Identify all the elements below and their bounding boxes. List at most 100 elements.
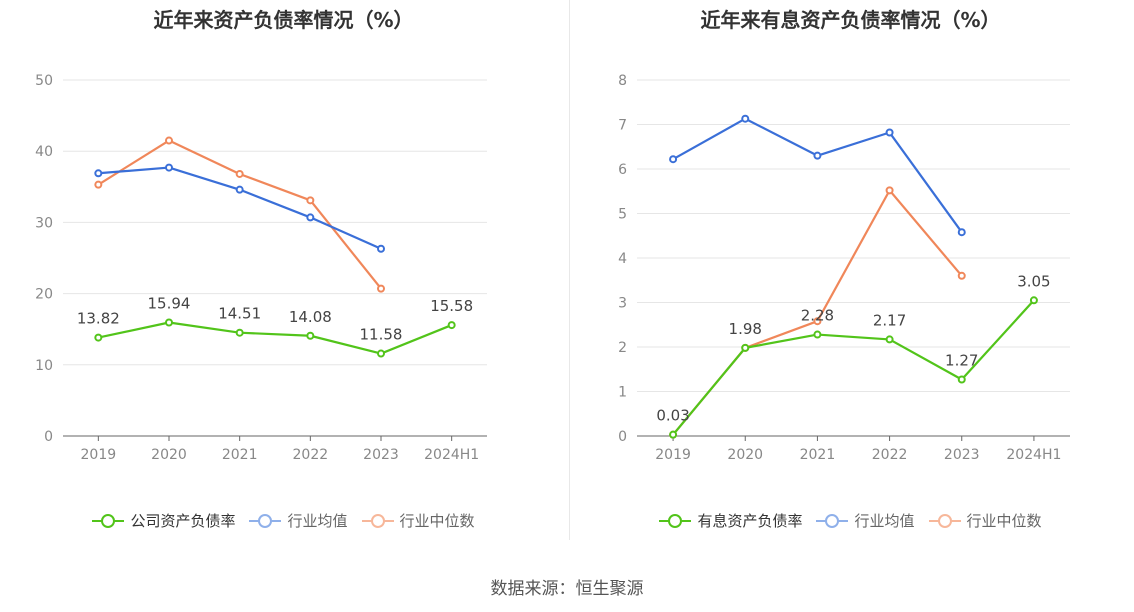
legend-label: 有息资产负债率 — [697, 512, 803, 530]
data-label: 0.03 — [656, 407, 689, 425]
chart-title: 近年来资产负债率情况（%） — [153, 8, 414, 32]
data-source-note: 数据来源：恒生聚源 — [490, 579, 644, 599]
y-tick-label: 6 — [618, 162, 627, 178]
data-point-company — [1029, 296, 1038, 305]
data-label: 2.17 — [873, 311, 906, 329]
legend-marker-icon — [361, 513, 394, 528]
data-point-median — [813, 317, 822, 326]
data-label: 15.58 — [430, 297, 473, 315]
legend-item-industry-average[interactable]: 行业均值 — [816, 510, 915, 531]
y-tick-label: 0 — [44, 429, 53, 445]
debt-ratio-chart: 0 10 20 30 40 50 2019 2020 2021 2022 2023 2024H1 13.… — [35, 73, 487, 463]
data-label: 11.58 — [360, 326, 403, 344]
data-point-avg — [669, 155, 678, 164]
legend-label: 行业中位数 — [399, 512, 475, 530]
data-point-company — [94, 333, 103, 342]
legend-item-company[interactable]: 公司资产负债率 — [92, 510, 235, 531]
data-point-avg — [885, 128, 894, 137]
data-point-avg — [377, 244, 385, 253]
series-line-median — [97, 139, 382, 290]
legend-item-industry-median[interactable]: 行业中位数 — [928, 510, 1042, 531]
y-tick-label: 30 — [35, 215, 53, 231]
y-tick-label: 5 — [618, 207, 627, 223]
x-tick-label: 2020 — [727, 447, 763, 463]
x-tick-label: 2024H1 — [424, 447, 479, 463]
legend-marker-icon — [249, 513, 282, 528]
data-label: 2.28 — [801, 307, 834, 325]
y-tick-label: 10 — [35, 358, 53, 374]
data-label: 3.05 — [1017, 272, 1050, 290]
x-tick-label: 2020 — [151, 447, 187, 463]
data-point-median — [885, 186, 894, 195]
x-tick-label: 2021 — [222, 447, 258, 463]
legend-marker-icon — [659, 513, 692, 528]
x-tick-label: 2024H1 — [1006, 447, 1061, 463]
y-tick-label: 20 — [35, 287, 53, 303]
legend-item-industry-median[interactable]: 行业中位数 — [361, 510, 475, 531]
data-point-median — [165, 136, 173, 145]
data-point-median — [94, 180, 103, 189]
legend-label: 行业均值 — [287, 512, 348, 530]
data-point-median — [957, 271, 966, 280]
data-point-avg — [957, 228, 966, 237]
x-tick-label: 2022 — [872, 447, 908, 463]
legend-marker-icon — [816, 513, 849, 528]
data-label: 15.94 — [148, 295, 191, 313]
chart-title: 近年来有息资产负债率情况（%） — [700, 8, 1001, 32]
data-point-median — [235, 169, 244, 178]
y-tick-label: 1 — [618, 385, 627, 401]
y-tick-label: 0 — [618, 429, 627, 445]
data-label: 1.27 — [945, 351, 978, 369]
y-tick-label: 4 — [618, 251, 627, 267]
data-point-avg — [813, 151, 822, 160]
series-line-avg — [672, 117, 963, 233]
data-label: 13.82 — [77, 310, 120, 328]
data-point-avg — [94, 169, 103, 178]
x-tick-label: 2023 — [363, 447, 399, 463]
y-tick-label: 50 — [35, 73, 53, 89]
debt-ratio-chart-panel: 近年来资产负债率情况（%） 0 10 20 30 40 50 2019 2020 2021 202… — [0, 0, 567, 560]
legend-item-industry-average[interactable]: 行业均值 — [249, 510, 348, 531]
data-point-avg — [235, 185, 244, 194]
legend-label: 公司资产负债率 — [130, 512, 236, 530]
y-tick-label: 7 — [618, 118, 627, 134]
y-tick-label: 8 — [618, 73, 627, 89]
data-point-company — [741, 343, 750, 352]
data-point-avg — [306, 213, 315, 222]
data-point-company — [377, 349, 385, 358]
chart-legend: 公司资产负债率 行业均值 行业中位数 — [0, 510, 567, 531]
y-tick-label: 2 — [618, 340, 627, 356]
y-tick-label: 3 — [618, 296, 627, 312]
interest-bearing-debt-chart-panel: 近年来有息资产负债率情况（%） 0 1 2 3 4 5 6 7 8 2019 2020 2021 202… — [567, 0, 1134, 560]
series-line-company — [672, 299, 1035, 436]
x-tick-label: 2019 — [655, 447, 691, 463]
legend-label: 行业均值 — [854, 512, 915, 530]
data-point-company — [235, 328, 244, 337]
data-point-avg — [165, 163, 173, 172]
legend-marker-icon — [928, 513, 961, 528]
data-point-company — [669, 430, 678, 439]
x-tick-label: 2023 — [944, 447, 980, 463]
data-point-median — [377, 284, 385, 293]
panel-divider — [569, 0, 570, 540]
data-point-avg — [741, 114, 750, 123]
data-label: 14.08 — [289, 308, 332, 326]
data-label: 1.98 — [729, 320, 762, 338]
data-point-company — [306, 331, 315, 340]
y-tick-label: 40 — [35, 144, 53, 160]
legend-marker-icon — [92, 513, 125, 528]
interest-bearing-debt-chart: 0 1 2 3 4 5 6 7 8 2019 2020 2021 2022 2023 2024H1 0.03 1… — [618, 73, 1070, 463]
legend-label: 行业中位数 — [966, 512, 1042, 530]
x-tick-label: 2019 — [81, 447, 117, 463]
series-line-company — [98, 321, 453, 355]
x-tick-label: 2022 — [293, 447, 329, 463]
data-point-company — [885, 335, 894, 344]
data-point-company — [957, 375, 966, 384]
x-tick-label: 2021 — [800, 447, 836, 463]
legend-item-company[interactable]: 有息资产负债率 — [659, 510, 802, 531]
data-point-company — [447, 321, 456, 330]
data-label: 14.51 — [218, 305, 261, 323]
data-point-median — [306, 196, 315, 205]
data-point-company — [165, 318, 173, 327]
chart-legend: 有息资产负债率 行业均值 行业中位数 — [567, 510, 1134, 531]
